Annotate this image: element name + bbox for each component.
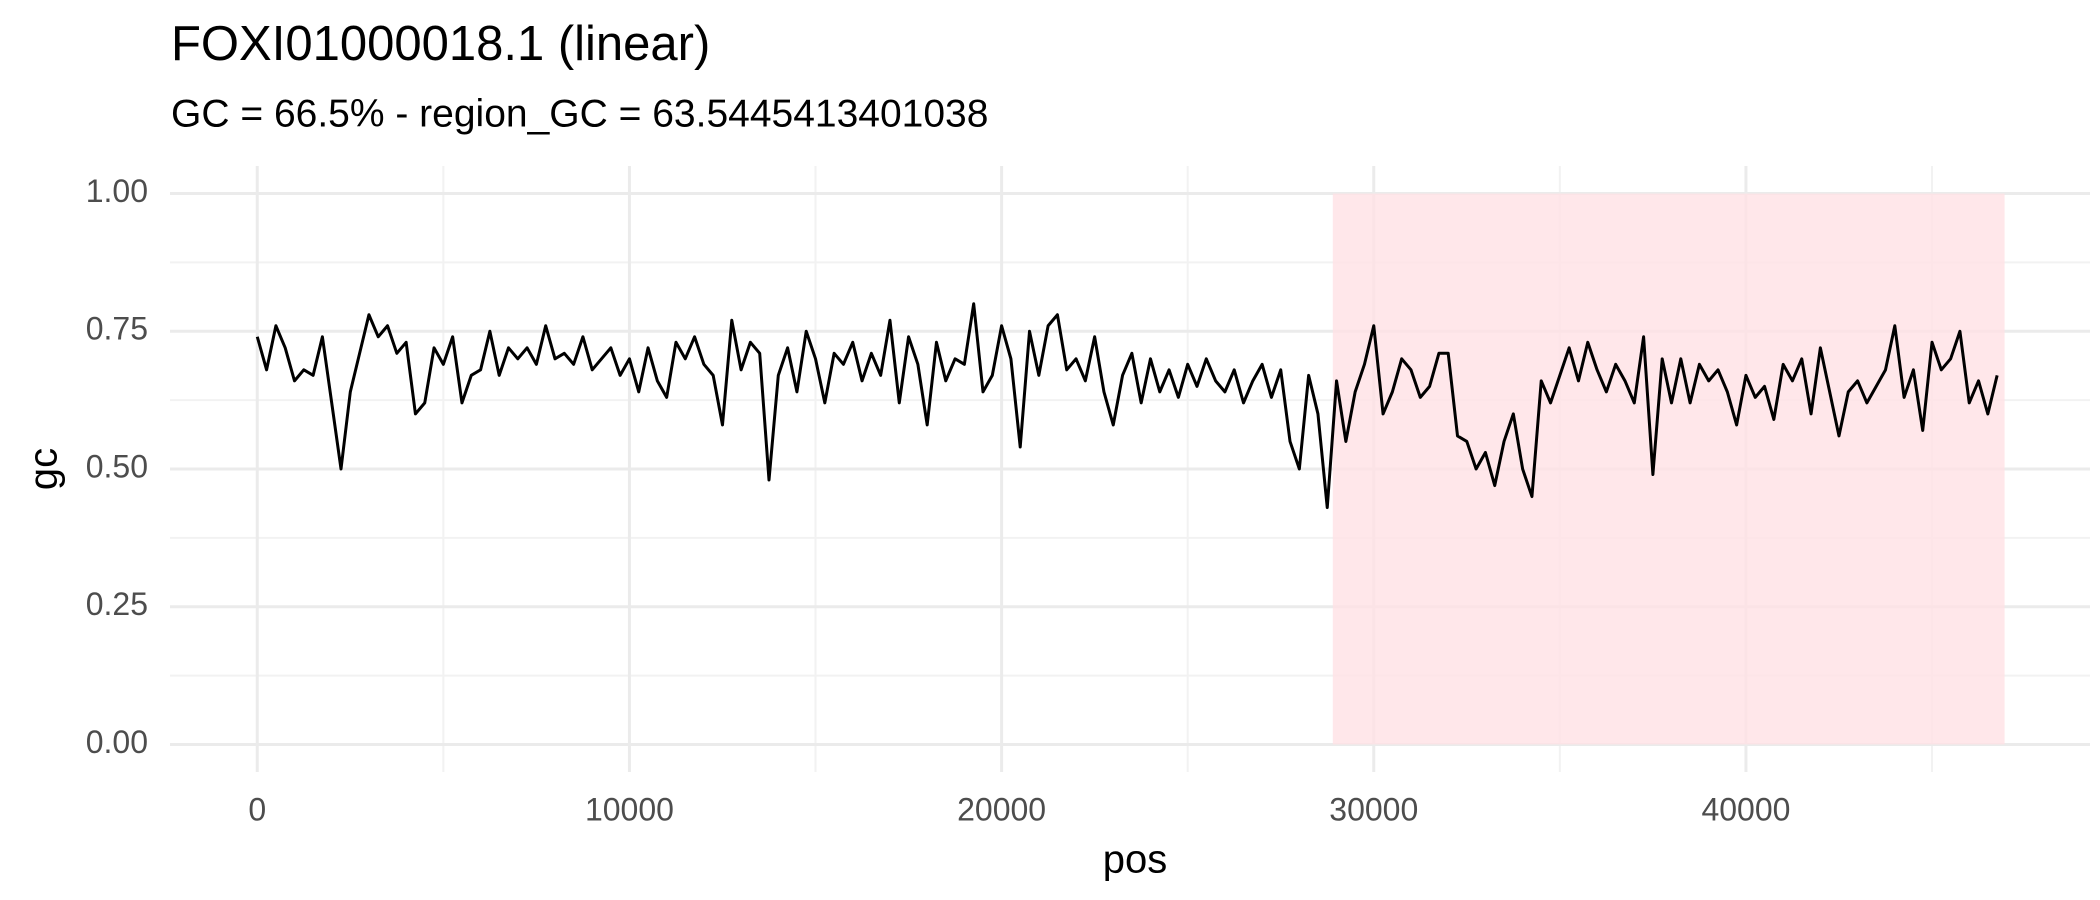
y-tick-label: 0.75	[86, 311, 148, 347]
plot-area: 0 10000 20000 30000 40000 0.00 0.25 0.50 0.75 1.0…	[86, 166, 2090, 827]
y-tick-label: 0.00	[86, 724, 148, 760]
x-tick-label: 40000	[1701, 791, 1790, 827]
chart-subtitle: GC = 66.5% - region_GC = 63.544541340103…	[171, 92, 988, 135]
y-axis-title: gc	[22, 448, 66, 490]
chart-title: FOXI01000018.1 (linear)	[171, 17, 710, 71]
x-tick-label: 20000	[957, 791, 1046, 827]
x-tick-label: 10000	[585, 791, 674, 827]
highlight-region	[1332, 193, 2005, 745]
x-axis-title: pos	[1103, 838, 1168, 882]
x-tick-label: 30000	[1329, 791, 1418, 827]
y-tick-label: 0.50	[86, 448, 148, 484]
y-tick-label: 0.25	[86, 586, 148, 622]
y-tick-label: 1.00	[86, 173, 148, 209]
x-tick-label: 0	[248, 791, 266, 827]
gc-line	[255, 302, 1999, 510]
